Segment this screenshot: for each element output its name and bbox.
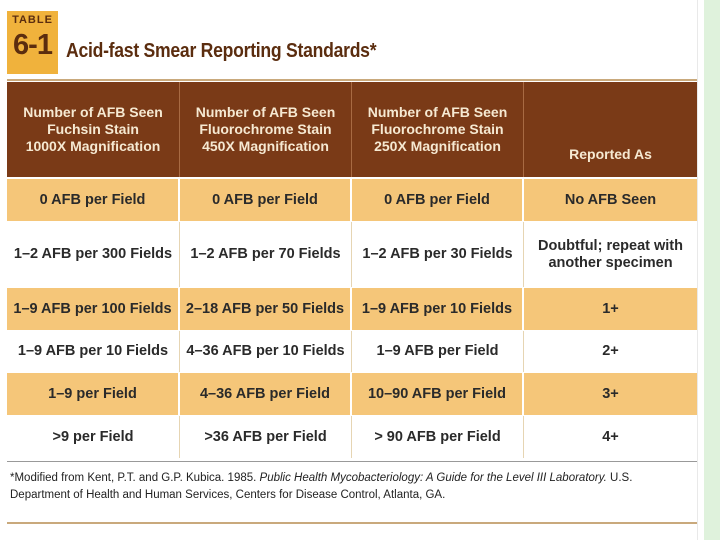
table-badge: TABLE 6-1 bbox=[7, 11, 58, 74]
table-cell: 1+ bbox=[524, 288, 697, 330]
column-header: Number of AFB Seen Fuchsin Stain 1000X M… bbox=[7, 82, 180, 177]
table-cell: 0 AFB per Field bbox=[352, 179, 524, 221]
table-cell: >9 per Field bbox=[7, 416, 180, 458]
table-cell: 3+ bbox=[524, 373, 697, 415]
table-row: 0 AFB per Field 0 AFB per Field 0 AFB pe… bbox=[7, 179, 697, 222]
footnote-publisher: U.S. Department of Health and Human Serv… bbox=[10, 472, 633, 501]
table-cell: 2–18 AFB per 50 Fields bbox=[180, 288, 352, 330]
table-row: 1–2 AFB per 300 Fields 1–2 AFB per 70 Fi… bbox=[7, 222, 697, 288]
table-cell: No AFB Seen bbox=[524, 179, 697, 221]
table-cell: 1–9 AFB per 10 Fields bbox=[7, 331, 180, 372]
footnote: *Modified from Kent, P.T. and G.P. Kubic… bbox=[10, 470, 694, 504]
table-cell: > 90 AFB per Field bbox=[352, 416, 524, 458]
table-cell: 1–9 AFB per 100 Fields bbox=[7, 288, 180, 330]
table-cell: Doubtful; repeat with another specimen bbox=[524, 222, 697, 287]
table-cell: 4–36 AFB per Field bbox=[180, 373, 352, 415]
side-strip bbox=[704, 0, 720, 540]
table-cell: 1–9 AFB per 10 Fields bbox=[352, 288, 524, 330]
column-header: Number of AFB Seen Fluorochrome Stain 45… bbox=[180, 82, 352, 177]
table-cell: 2+ bbox=[524, 331, 697, 372]
table-cell: 0 AFB per Field bbox=[7, 179, 180, 221]
column-header: Number of AFB Seen Fluorochrome Stain 25… bbox=[352, 82, 524, 177]
page-edge bbox=[697, 0, 698, 540]
footnote-book-title: Public Health Mycobacteriology: A Guide … bbox=[259, 472, 607, 484]
table-row: 1–9 AFB per 10 Fields 4–36 AFB per 10 Fi… bbox=[7, 331, 697, 373]
bottom-divider bbox=[7, 522, 697, 524]
table-row: 1–9 per Field 4–36 AFB per Field 10–90 A… bbox=[7, 373, 697, 416]
table-cell: 1–2 AFB per 70 Fields bbox=[180, 222, 352, 287]
badge-number: 6-1 bbox=[13, 29, 53, 61]
table-cell: 1–9 AFB per Field bbox=[352, 331, 524, 372]
table-cell: 1–9 per Field bbox=[7, 373, 180, 415]
table-row: 1–9 AFB per 100 Fields 2–18 AFB per 50 F… bbox=[7, 288, 697, 331]
badge-word: TABLE bbox=[12, 14, 53, 26]
table-cell: >36 AFB per Field bbox=[180, 416, 352, 458]
table-row: >9 per Field >36 AFB per Field > 90 AFB … bbox=[7, 416, 697, 459]
table-header-row: Number of AFB Seen Fuchsin Stain 1000X M… bbox=[7, 82, 697, 179]
table-cell: 0 AFB per Field bbox=[180, 179, 352, 221]
reporting-table: Number of AFB Seen Fuchsin Stain 1000X M… bbox=[7, 82, 697, 459]
table-title: Acid-fast Smear Reporting Standards* bbox=[66, 40, 377, 62]
table-cell: 4–36 AFB per 10 Fields bbox=[180, 331, 352, 372]
table-cell: 4+ bbox=[524, 416, 697, 458]
table-cell: 1–2 AFB per 300 Fields bbox=[7, 222, 180, 287]
footnote-citation: *Modified from Kent, P.T. and G.P. Kubic… bbox=[10, 472, 260, 484]
title-divider bbox=[7, 79, 697, 81]
table-cell: 1–2 AFB per 30 Fields bbox=[352, 222, 524, 287]
column-header: Reported As bbox=[524, 82, 697, 177]
table-cell: 10–90 AFB per Field bbox=[352, 373, 524, 415]
footnote-divider bbox=[7, 461, 697, 462]
